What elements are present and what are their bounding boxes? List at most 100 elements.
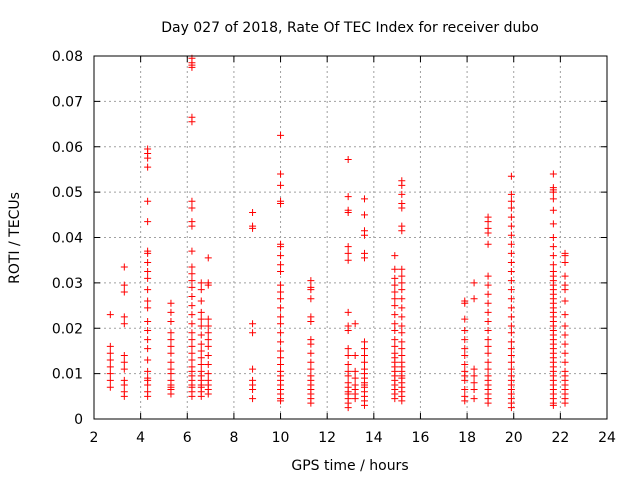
data-point: [507, 329, 515, 337]
data-point: [484, 365, 492, 373]
data-point: [484, 372, 492, 380]
data-point: [507, 277, 515, 285]
data-point: [360, 358, 368, 366]
data-point: [144, 274, 152, 282]
data-point: [277, 197, 285, 205]
data-point: [549, 252, 557, 260]
data-point: [351, 320, 359, 328]
data-point: [277, 240, 285, 248]
x-axis-label: GPS time / hours: [291, 458, 408, 474]
data-point: [188, 204, 196, 212]
data-point: [307, 277, 315, 285]
data-point: [144, 286, 152, 294]
data-point: [351, 351, 359, 359]
data-point: [307, 349, 315, 357]
data-point: [188, 270, 196, 278]
data-point: [197, 361, 205, 369]
data-point: [144, 297, 152, 305]
data-point: [144, 145, 152, 153]
data-point: [561, 358, 569, 366]
data-point: [507, 345, 515, 353]
x-tick-label: 22: [551, 430, 569, 446]
data-point: [249, 209, 257, 217]
data-point: [144, 163, 152, 171]
data-point: [398, 177, 406, 185]
data-point: [197, 340, 205, 348]
data-point: [249, 320, 257, 328]
data-point: [277, 304, 285, 312]
data-point: [461, 315, 469, 323]
y-tick-label: 0.01: [52, 367, 83, 383]
data-point: [344, 351, 352, 359]
data-point: [360, 211, 368, 219]
data-point: [106, 363, 114, 371]
x-tick-label: 24: [598, 430, 616, 446]
data-point: [549, 195, 557, 203]
data-point: [204, 361, 212, 369]
data-point: [106, 376, 114, 384]
data-point: [277, 131, 285, 139]
data-point: [188, 263, 196, 271]
data-point: [360, 249, 368, 257]
data-point: [204, 376, 212, 384]
data-point: [249, 376, 257, 384]
data-point: [144, 197, 152, 205]
data-point: [391, 342, 399, 350]
data-point: [391, 302, 399, 310]
y-tick-label: 0.05: [52, 185, 83, 201]
data-point: [507, 172, 515, 180]
y-tick-label: 0.06: [52, 140, 83, 156]
data-point: [360, 345, 368, 353]
data-point: [106, 356, 114, 364]
data-point: [167, 358, 175, 366]
data-point: [398, 322, 406, 330]
data-point: [120, 288, 128, 296]
y-tick-label: 0.04: [52, 231, 83, 247]
data-point: [561, 258, 569, 266]
data-point: [391, 295, 399, 303]
data-point: [461, 297, 469, 305]
data-point: [277, 170, 285, 178]
y-tick-label: 0.07: [52, 94, 83, 110]
data-point: [344, 308, 352, 316]
data-point: [561, 249, 569, 257]
data-point: [391, 281, 399, 289]
data-point: [144, 304, 152, 312]
y-tick-label: 0.02: [52, 321, 83, 337]
data-point: [277, 367, 285, 375]
data-point: [549, 243, 557, 251]
data-point: [461, 392, 469, 400]
data-point: [188, 292, 196, 300]
data-point: [391, 288, 399, 296]
x-tick-label: 16: [412, 430, 430, 446]
data-point: [144, 218, 152, 226]
data-point: [398, 338, 406, 346]
data-point: [167, 299, 175, 307]
data-point: [391, 252, 399, 260]
data-point: [188, 356, 196, 364]
data-point: [484, 281, 492, 289]
data-point: [344, 249, 352, 257]
data-point: [344, 322, 352, 330]
data-point: [307, 365, 315, 373]
data-point: [507, 304, 515, 312]
data-point: [197, 347, 205, 355]
data-point: [507, 231, 515, 239]
x-tick-label: 14: [365, 430, 383, 446]
data-point: [197, 322, 205, 330]
x-tick-label: 10: [272, 430, 290, 446]
data-point: [507, 249, 515, 257]
data-point: [144, 317, 152, 325]
data-point: [507, 351, 515, 359]
data-point: [360, 195, 368, 203]
data-point: [277, 338, 285, 346]
data-point: [398, 272, 406, 280]
data-point: [561, 322, 569, 330]
data-point: [120, 388, 128, 396]
data-point: [144, 356, 152, 364]
data-point: [249, 222, 257, 230]
data-point: [470, 379, 478, 387]
data-point: [344, 367, 352, 375]
data-point: [398, 313, 406, 321]
